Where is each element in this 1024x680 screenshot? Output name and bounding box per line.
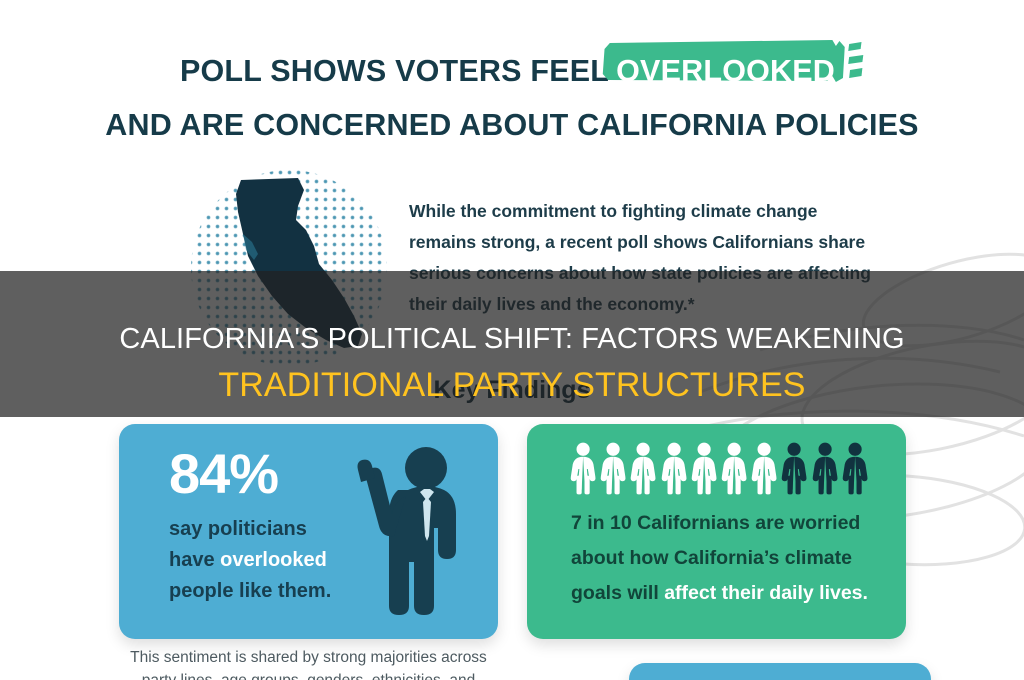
headline-line-2: AND ARE CONCERNED ABOUT CALIFORNIA POLIC…	[105, 108, 919, 142]
person-pictogram-3	[631, 442, 656, 495]
overlay-title-line-1: CALIFORNIA'S POLITICAL SHIFT: FACTORS WE…	[119, 323, 905, 355]
person-pictogram-10	[842, 442, 868, 495]
green-card-text: 7 in 10 Californians are worried about h…	[571, 506, 871, 611]
blue-card-line-3: people like them.	[169, 580, 332, 602]
person-pictogram-6	[721, 442, 747, 495]
person-pictogram-1	[570, 442, 596, 495]
blue-card-line-2: have overlooked	[169, 545, 389, 576]
overlay-title: CALIFORNIA'S POLITICAL SHIFT: FACTORS WE…	[0, 271, 1024, 417]
page-headline: POLL SHOWS VOTERS FEEL OVERLOOKED AND AR…	[0, 40, 1024, 152]
green-card-line-3-emphasis: affect their daily lives.	[664, 582, 868, 604]
stat-card-blue: 84% say politicians have overlooked peop…	[119, 424, 498, 639]
person-pictogram-5	[691, 442, 717, 495]
green-card-line-2: about how California’s climate	[571, 547, 852, 569]
green-card-line-1: 7 in 10 Californians are worried	[571, 512, 861, 534]
stat-card-green: 7 in 10 Californians are worried about h…	[527, 424, 906, 639]
person-pictogram-8	[782, 442, 807, 495]
headline-line-1: POLL SHOWS VOTERS FEEL OVERLOOKED	[0, 40, 1024, 98]
overlay-title-line-2: TRADITIONAL PARTY STRUCTURES	[218, 366, 806, 404]
headline-highlight: OVERLOOKED	[602, 40, 864, 98]
stat-card-blue-partial	[629, 663, 931, 680]
blue-card-content: 84% say politicians have overlooked peop…	[169, 446, 389, 607]
headline-line-1-text: POLL SHOWS VOTERS FEEL	[179, 54, 610, 88]
footnote-text: This sentiment is shared by strong major…	[119, 646, 498, 680]
green-card-line-3-plain: goals will	[571, 582, 665, 604]
footnote-line-2: party lines, age groups, genders, ethnic…	[119, 669, 498, 680]
people-pictogram-row	[569, 440, 869, 498]
green-card-line-3: goals will affect their daily lives.	[571, 576, 871, 611]
blue-card-line-1: say politicians	[169, 518, 307, 540]
blue-card-percent: 84%	[169, 442, 279, 505]
blue-card-line-2-plain: have	[169, 549, 221, 571]
footnote-line-1: This sentiment is shared by strong major…	[130, 649, 487, 666]
blue-card-text: say politicians have overlooked people l…	[169, 514, 389, 607]
person-pictogram-4	[661, 442, 687, 495]
person-raising-hand-icon	[357, 447, 456, 615]
person-pictogram-9	[812, 442, 838, 495]
headline-highlight-text: OVERLOOKED	[616, 54, 836, 88]
person-pictogram-7	[751, 442, 777, 495]
person-pictogram-2	[600, 442, 626, 495]
blue-card-line-2-emphasis: overlooked	[220, 549, 327, 571]
